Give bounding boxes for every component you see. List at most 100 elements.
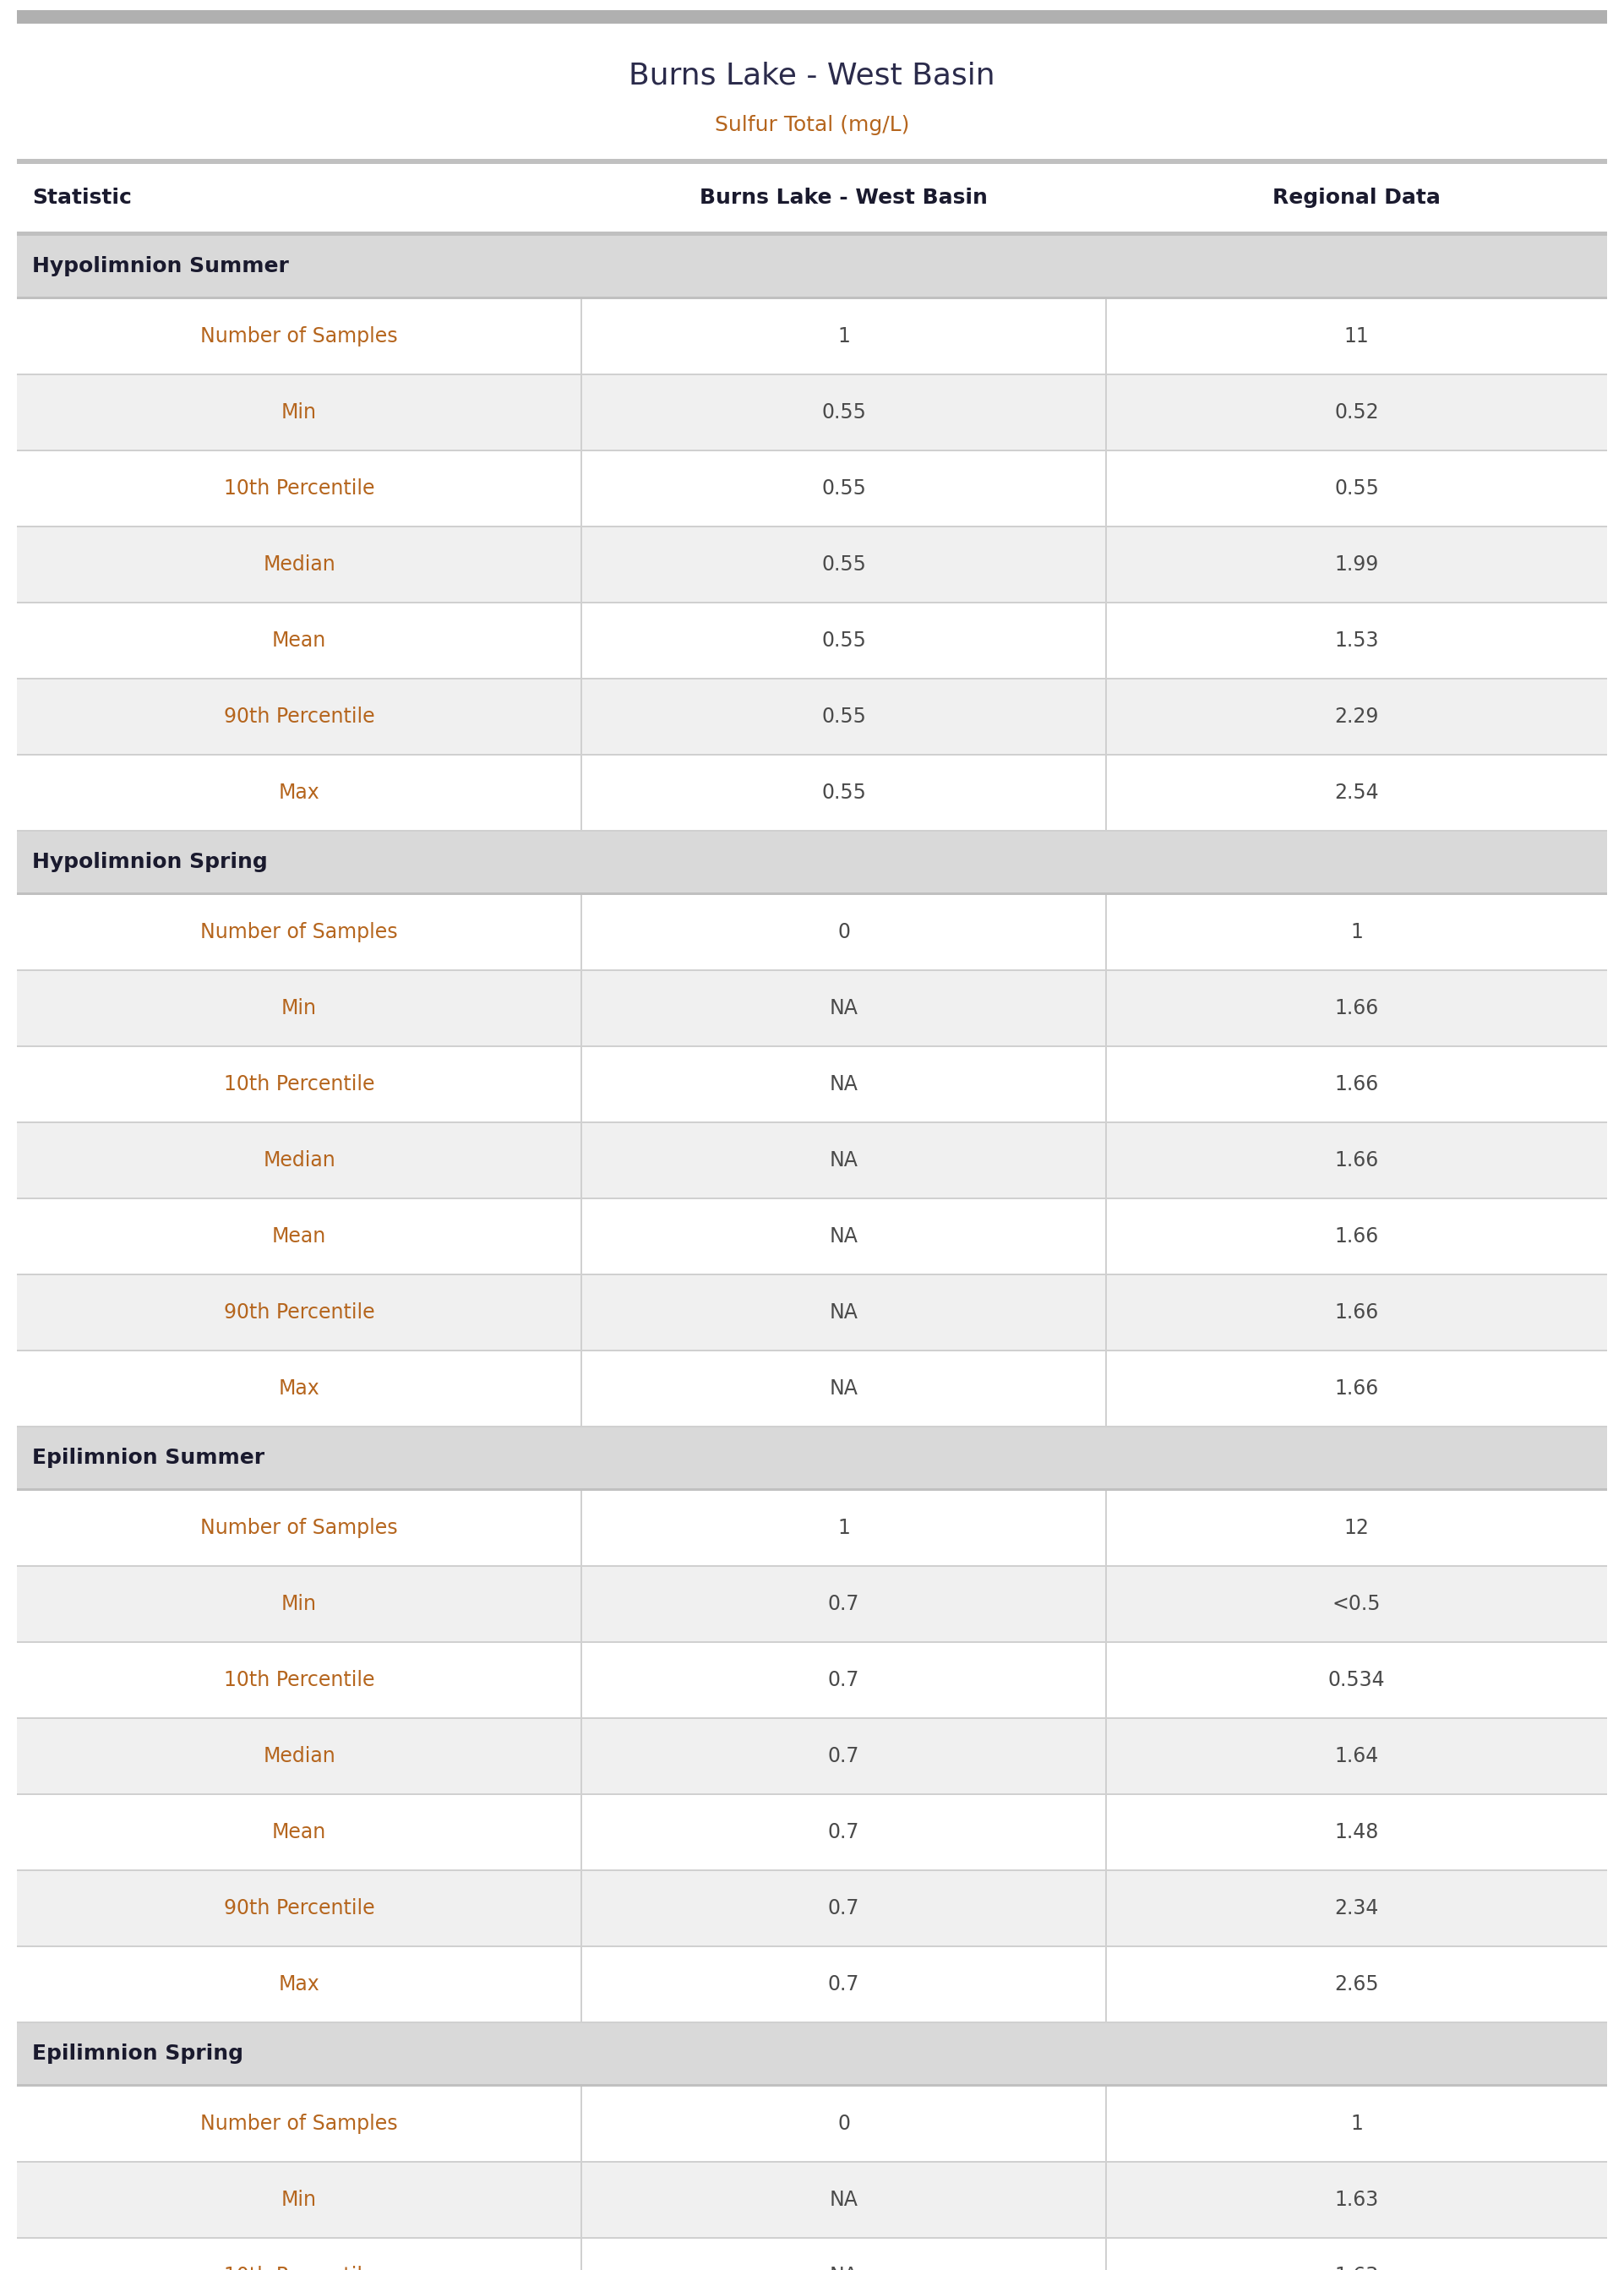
Bar [580,1351,583,1426]
Text: NA: NA [830,2191,857,2211]
Bar [16,894,1608,969]
Text: 0.55: 0.55 [822,479,866,499]
Text: 1.53: 1.53 [1335,631,1379,651]
Text: Max: Max [279,783,320,804]
Text: Mean: Mean [271,1226,326,1246]
Text: 0.52: 0.52 [1335,402,1379,422]
Text: Statistic: Statistic [32,188,132,209]
Text: Number of Samples: Number of Samples [200,922,398,942]
Bar [1106,1199,1108,1273]
Text: Regional Data: Regional Data [1273,188,1440,209]
Text: 1.48: 1.48 [1335,1823,1379,1843]
Bar [16,232,1608,236]
Text: 90th Percentile: 90th Percentile [224,1898,375,1918]
Bar [16,1870,1608,1945]
Bar [580,375,583,449]
Bar [1106,972,1108,1046]
Bar [1106,1276,1108,1351]
Text: Burns Lake - West Basin: Burns Lake - West Basin [700,188,987,209]
Bar [580,300,583,375]
Bar [16,831,1608,892]
Text: Number of Samples: Number of Samples [200,327,398,347]
Bar [580,1718,583,1793]
Text: 0.55: 0.55 [822,706,866,726]
Bar [16,2086,1608,2161]
Bar [16,756,1608,831]
Bar [16,300,1608,375]
Text: 11: 11 [1345,327,1369,347]
Bar [1106,1124,1108,1199]
Bar [16,1199,1608,1273]
Bar [580,527,583,602]
Text: Max: Max [279,1378,320,1398]
Bar [580,1796,583,1870]
Bar [16,1428,1608,1489]
Text: 0.7: 0.7 [828,1898,859,1918]
Bar [1106,2086,1108,2161]
Text: 1.66: 1.66 [1335,1226,1379,1246]
Text: Number of Samples: Number of Samples [200,2113,398,2134]
Text: Epilimnion Summer: Epilimnion Summer [32,1448,265,1469]
Bar [16,2238,1608,2270]
Text: 0.55: 0.55 [822,783,866,804]
Bar [1106,679,1108,754]
Text: 10th Percentile: 10th Percentile [224,1671,375,1691]
Bar [580,1276,583,1351]
Bar [16,1351,1608,1426]
Text: NA: NA [830,2265,857,2270]
Text: 0.7: 0.7 [828,1823,859,1843]
Text: 2.54: 2.54 [1335,783,1379,804]
Bar [16,1276,1608,1351]
Text: Hypolimnion Spring: Hypolimnion Spring [32,851,268,872]
Text: 90th Percentile: 90th Percentile [224,706,375,726]
Bar [580,679,583,754]
Bar [580,1643,583,1718]
Bar [16,1796,1608,1870]
Bar [16,1948,1608,2023]
Text: Median: Median [263,554,336,574]
Text: 1: 1 [838,327,849,347]
Text: 1.63: 1.63 [1335,2265,1379,2270]
Bar [580,604,583,679]
Text: Min: Min [281,999,317,1019]
Bar [16,972,1608,1046]
Text: 1.66: 1.66 [1335,1378,1379,1398]
Text: Min: Min [281,2191,317,2211]
Bar [580,1948,583,2023]
Text: 1.66: 1.66 [1335,1074,1379,1094]
Text: Epilimnion Spring: Epilimnion Spring [32,2043,244,2063]
Text: 0.7: 0.7 [828,1594,859,1614]
Text: 0.7: 0.7 [828,1975,859,1995]
Bar [16,236,1608,297]
Text: 10th Percentile: 10th Percentile [224,479,375,499]
Text: Sulfur Total (mg/L): Sulfur Total (mg/L) [715,116,909,136]
Bar [580,1046,583,1121]
Bar [580,1870,583,1945]
Text: Number of Samples: Number of Samples [200,1519,398,1539]
Text: 1: 1 [838,1519,849,1539]
Bar [1106,756,1108,831]
Bar [16,297,1608,300]
Bar [16,527,1608,602]
Text: <0.5: <0.5 [1332,1594,1380,1614]
Bar [1106,1796,1108,1870]
Text: 1: 1 [1351,2113,1363,2134]
Text: 0.55: 0.55 [822,402,866,422]
Bar [16,1124,1608,1199]
Bar [16,163,1608,232]
Text: NA: NA [830,1378,857,1398]
Text: 0.55: 0.55 [822,554,866,574]
Bar [1106,300,1108,375]
Text: Hypolimnion Summer: Hypolimnion Summer [32,257,289,277]
Bar [1106,894,1108,969]
Text: Min: Min [281,402,317,422]
Bar [16,1643,1608,1718]
Bar [1106,1948,1108,2023]
Text: 0.7: 0.7 [828,1671,859,1691]
Text: NA: NA [830,1303,857,1323]
Text: 2.29: 2.29 [1335,706,1379,726]
Bar [16,1489,1608,1491]
Bar [1106,1643,1108,1718]
Bar [1106,452,1108,527]
Bar [16,1046,1608,1121]
